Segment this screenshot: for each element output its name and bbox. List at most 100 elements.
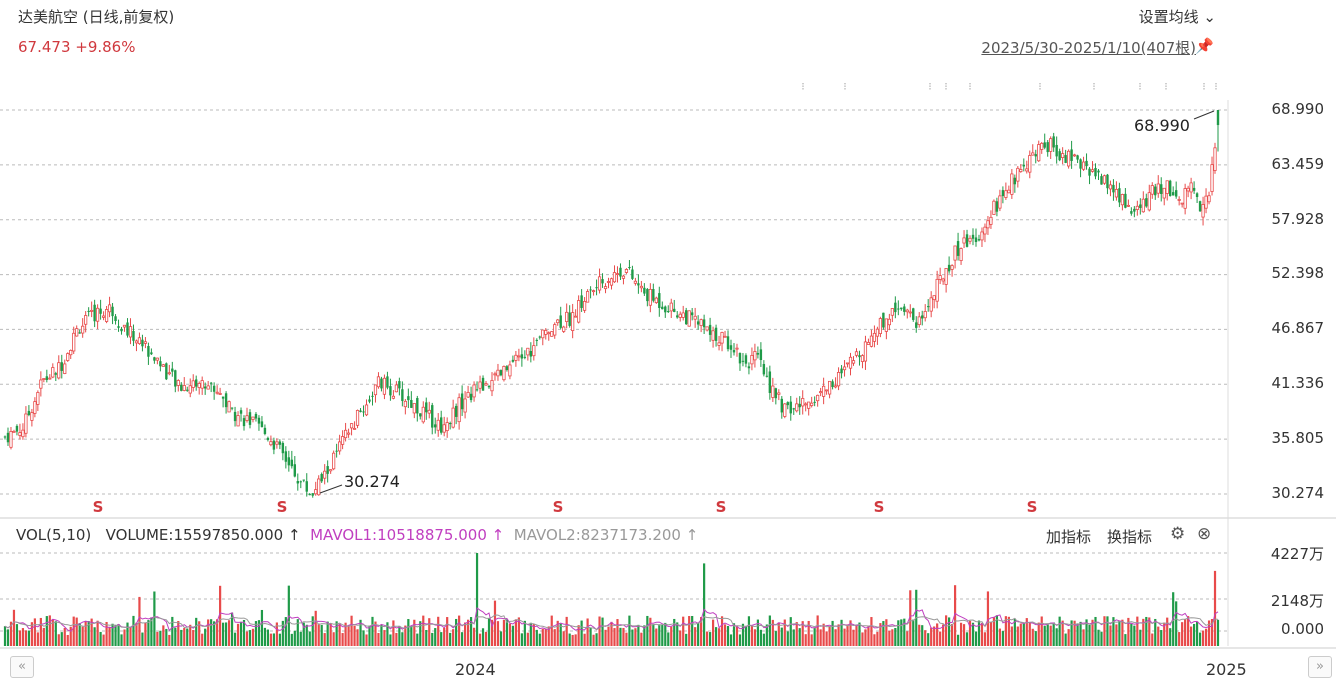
volume-bar [1166,617,1169,646]
pin-icon[interactable]: 📌 [1195,37,1214,55]
volume-bar [105,621,108,646]
candle-body-down [487,385,491,388]
scroll-right-button[interactable]: » [1308,656,1332,678]
volume-bar [1043,625,1046,646]
volume-bar [1067,629,1070,646]
volume-bar [661,624,664,646]
volume-bar [150,617,153,646]
volume-bar [700,616,703,646]
candle-body-up [1049,138,1053,152]
volume-bar [918,624,921,646]
event-marker-s: S [93,498,104,516]
volume-bar [541,628,544,646]
candle-body-up [1102,175,1107,184]
candle-body-down [1124,193,1127,208]
volume-bar [816,615,819,646]
candle-body-down [99,308,102,314]
candle-body-up [621,275,626,279]
candle-body-up [547,332,551,335]
volume-ma-lines [4,607,1219,632]
volume-bar [861,632,864,646]
candle-body-up [48,377,52,380]
candle-body-down [664,306,667,313]
candle-body-up [845,362,850,365]
volume-bar [786,631,789,646]
candle-body-up [137,337,142,345]
candle-body-up [134,340,139,344]
volume-bar [1190,626,1193,646]
volume-bar [147,620,150,646]
candle-body-down [1192,187,1196,191]
volume-bar [980,623,984,646]
candle-body-up [466,391,470,398]
volume-bar [771,619,774,646]
candle-body-down [260,421,264,428]
add-indicator-button[interactable]: 加指标 [1046,528,1092,546]
candle-body-down [511,359,515,362]
scroll-left-button[interactable]: « [10,656,34,678]
volume-bar [601,617,604,646]
candle-body-up [403,400,407,408]
volume-bar [1046,624,1049,646]
gear-icon[interactable]: ⚙ [1170,524,1186,544]
volume-bar [559,623,562,646]
volume-bar [517,617,520,646]
volume-bar [469,617,473,646]
candle-body-up [822,385,826,397]
candle-body-up [1114,188,1119,198]
volume-bar [1022,622,1025,646]
candle-body-up [427,409,431,414]
volume-bar [992,617,996,646]
candle-body-up [66,353,70,361]
volume-bar [392,620,395,646]
ma-settings-button[interactable]: 设置均线 ⌄ [1139,6,1216,27]
volume-bar [741,623,745,646]
candle-body-up [364,404,369,416]
close-icon[interactable]: ⊗ [1197,524,1212,544]
swap-indicator-button[interactable]: 换指标 [1107,528,1153,546]
candle-body-up [807,401,811,409]
volume-bar [419,621,422,646]
date-range[interactable]: 2023/5/30-2025/1/10(407根) [981,39,1196,57]
volume-bar [568,633,571,646]
price-tick: 35.805 [1271,429,1325,447]
chevron-down-icon: ⌄ [1203,8,1216,26]
candle-body-down [637,283,640,286]
volume-bar [1184,619,1187,646]
volume-bar [1145,616,1148,646]
volume-bar [102,634,105,646]
candle-body-down [440,417,443,433]
event-marker-s: S [874,498,885,516]
candle-body-up [245,415,249,421]
candle-body-down [150,352,153,355]
candle-body-down [308,494,311,496]
volume-bar [57,634,60,646]
candle-body-up [612,272,617,283]
candle-body-down [195,379,198,387]
candle-body-down [673,308,676,312]
candle-body-down [601,279,604,284]
candle-body-up [490,380,494,392]
candle-body-down [974,237,978,243]
candle-body-down [141,339,144,347]
x-tick-2024: 2024 [455,660,496,679]
candle-body-down [1195,193,1199,198]
candle-body-down [652,289,655,301]
candle-body-down [956,241,960,256]
volume-bar [986,591,990,646]
volume-bar [455,618,458,646]
volume-bar [323,633,326,646]
candle-body-down [798,403,801,408]
candle-body-up [556,319,560,324]
volume-bar [553,629,556,646]
candle-body-up [391,395,395,399]
candle-body-up [917,316,921,326]
volume-bar [691,615,694,646]
volume-bar [437,616,440,646]
volume-bar [950,624,954,646]
candle-body-down [744,355,748,364]
candle-body-down [398,381,401,389]
candle-body-up [923,311,927,319]
candle-body-up [75,328,79,337]
volume-bar [977,620,981,646]
